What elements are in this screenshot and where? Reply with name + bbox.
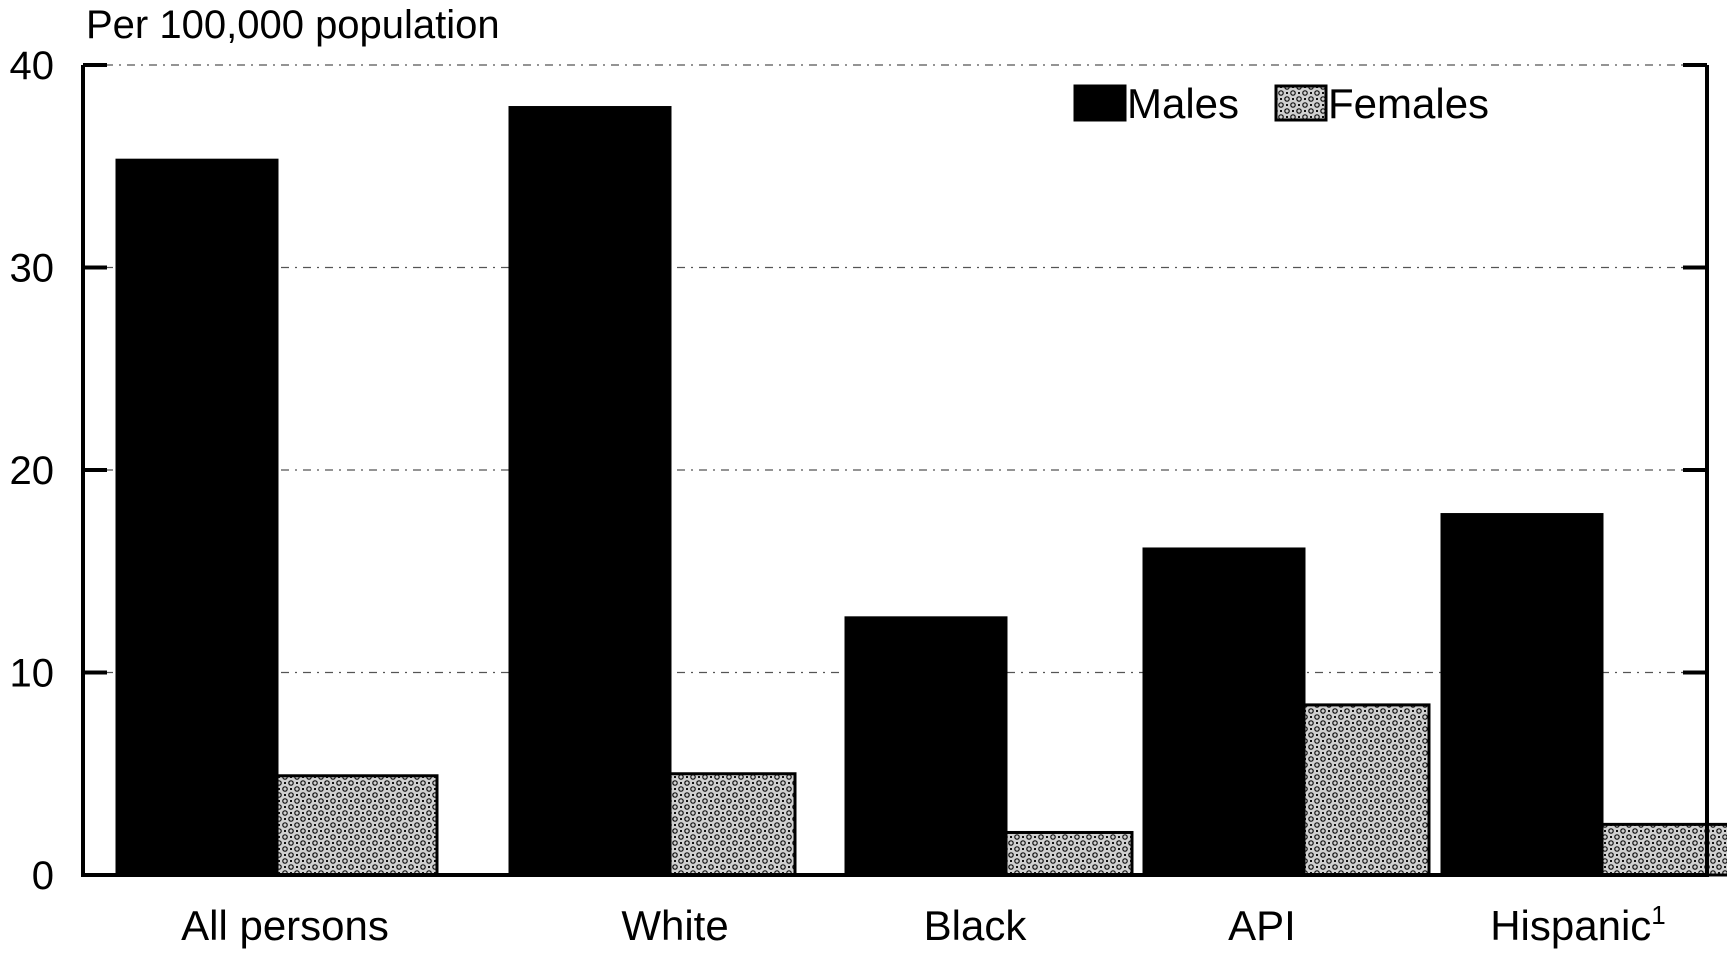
footnote-marker: 1 [1651, 900, 1665, 930]
bar-females [1004, 830, 1134, 877]
legend-label-males: Males [1127, 80, 1239, 127]
bar-males [115, 158, 279, 877]
x-tick-label: Black [924, 902, 1028, 949]
bar-females [1302, 703, 1431, 877]
legend-label-females: Females [1328, 80, 1489, 127]
x-tick-label: White [621, 902, 728, 949]
bar-males [1142, 547, 1306, 877]
axis-labels: 0 10 20 30 40 All persons White Black API Hispani… [10, 44, 1666, 949]
y-tick-label: 40 [10, 44, 55, 88]
x-tick-label: Hispanic1 [1490, 900, 1666, 949]
x-tick-label: All persons [181, 902, 389, 949]
y-tick-label: 30 [10, 247, 55, 291]
bar-males [844, 616, 1008, 877]
bar-males [1440, 513, 1604, 877]
bar-females [668, 772, 797, 877]
legend-swatch-females [1274, 84, 1328, 122]
legend-swatch-males [1073, 84, 1127, 122]
bar-males [508, 106, 672, 877]
y-tick-label: 20 [10, 449, 55, 493]
axes [81, 63, 1709, 877]
y-tick-label: 10 [10, 652, 55, 696]
x-tick-label: API [1228, 902, 1296, 949]
gridlines [83, 64, 1707, 674]
bars [115, 106, 1727, 877]
legend: Males Females [1073, 80, 1489, 127]
y-axis-title: Per 100,000 population [86, 3, 500, 47]
y-tick-label: 0 [32, 854, 54, 898]
bar-females [275, 774, 439, 877]
